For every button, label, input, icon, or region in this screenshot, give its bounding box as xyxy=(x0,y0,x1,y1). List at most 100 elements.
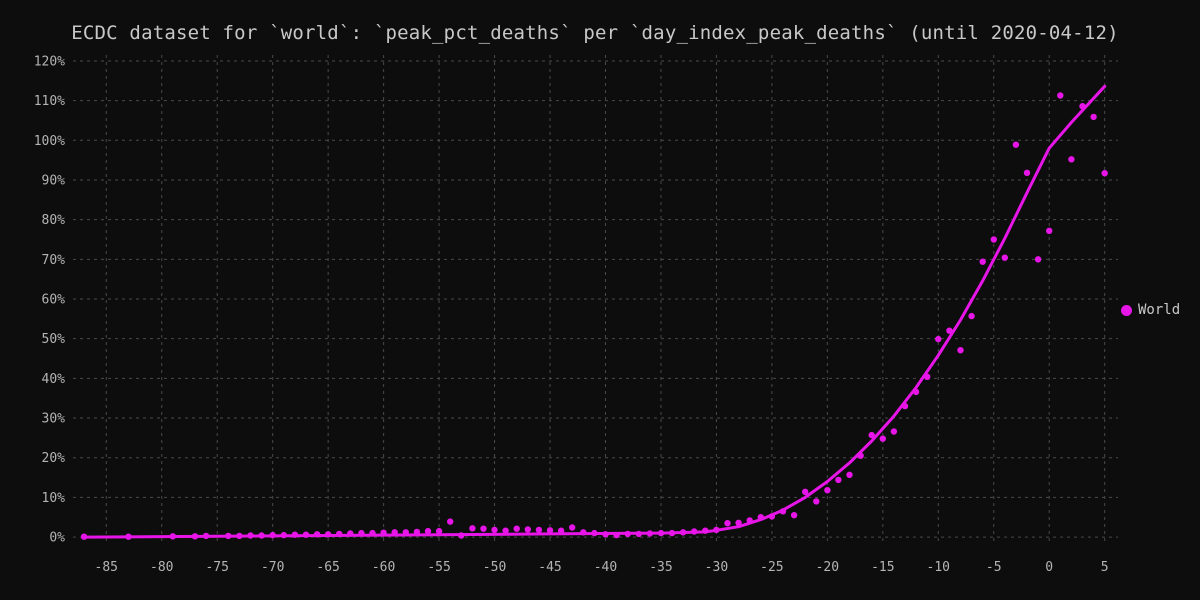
data-point xyxy=(424,527,432,535)
data-point xyxy=(813,498,820,505)
data-point xyxy=(125,533,132,540)
data-point xyxy=(724,520,731,527)
x-tick-label: -85 xyxy=(95,560,118,575)
x-tick-label: -60 xyxy=(372,560,395,575)
x-tick-label: -40 xyxy=(594,560,617,575)
x-tick-label: -50 xyxy=(483,560,506,575)
data-point xyxy=(1090,113,1097,121)
y-tick-label: 0% xyxy=(49,531,65,546)
x-tick-label: -15 xyxy=(871,560,894,575)
data-point xyxy=(225,532,232,540)
y-tick-label: 50% xyxy=(42,332,66,347)
data-point xyxy=(413,528,421,536)
data-point xyxy=(469,525,476,532)
data-point xyxy=(202,532,210,540)
x-tick-label: 5 xyxy=(1101,560,1109,575)
data-point xyxy=(302,531,310,538)
x-tick-label: -25 xyxy=(760,560,783,575)
data-point xyxy=(624,530,631,538)
data-point xyxy=(569,524,576,531)
data-point xyxy=(602,531,609,538)
data-point xyxy=(968,312,975,320)
data-point xyxy=(901,402,909,410)
data-point xyxy=(236,532,243,540)
data-point xyxy=(990,236,997,243)
data-point xyxy=(358,529,365,537)
data-point xyxy=(369,529,376,537)
data-point xyxy=(979,258,986,265)
y-tick-label: 120% xyxy=(34,54,65,69)
data-point xyxy=(1034,256,1042,263)
data-point xyxy=(879,435,886,442)
y-tick-label: 80% xyxy=(42,213,66,228)
data-point xyxy=(946,327,953,334)
data-point xyxy=(391,529,398,536)
y-tick-label: 10% xyxy=(42,491,66,506)
data-point xyxy=(846,471,853,478)
x-tick-label: -20 xyxy=(816,560,839,575)
data-point xyxy=(735,519,742,526)
plot-area xyxy=(80,84,1108,540)
data-point xyxy=(80,533,88,540)
legend-label-world: World xyxy=(1138,302,1181,318)
data-point xyxy=(524,526,531,533)
y-tick-label: 90% xyxy=(42,173,66,188)
data-point xyxy=(169,533,176,540)
x-tick-label: -5 xyxy=(986,560,1002,575)
data-point xyxy=(513,525,520,532)
data-point xyxy=(435,527,443,535)
y-tick-label: 60% xyxy=(42,293,66,308)
data-point xyxy=(191,533,199,540)
x-tick-label: 0 xyxy=(1045,560,1053,575)
data-point xyxy=(324,531,332,538)
data-point xyxy=(247,532,254,539)
data-point xyxy=(890,428,898,435)
data-point xyxy=(1001,254,1008,261)
data-point xyxy=(269,531,276,539)
legend: World xyxy=(1121,302,1180,318)
data-point xyxy=(835,476,842,484)
data-point xyxy=(1046,227,1053,234)
data-point xyxy=(790,512,798,519)
grid xyxy=(73,55,1118,545)
data-point xyxy=(1057,92,1064,99)
data-point xyxy=(635,530,642,538)
data-point xyxy=(924,373,931,380)
data-point xyxy=(402,529,409,536)
data-point xyxy=(613,531,620,539)
data-point xyxy=(1101,170,1108,177)
data-point xyxy=(557,527,565,534)
data-point xyxy=(1079,103,1086,110)
x-tick-label: -80 xyxy=(150,560,173,575)
data-point xyxy=(868,431,875,439)
data-point xyxy=(779,508,787,515)
data-point xyxy=(935,335,942,343)
data-point xyxy=(291,531,299,538)
data-point xyxy=(857,452,864,459)
x-tick-label: -70 xyxy=(261,560,284,575)
data-point xyxy=(713,526,720,534)
data-point xyxy=(380,529,387,536)
chart-title: ECDC dataset for `world`: `peak_pct_deat… xyxy=(71,22,1119,44)
data-point xyxy=(912,388,920,396)
data-point xyxy=(336,530,343,538)
data-point xyxy=(824,487,831,494)
y-tick-label: 40% xyxy=(42,372,66,387)
y-tick-label: 100% xyxy=(34,134,65,149)
data-point xyxy=(1023,169,1031,176)
data-point xyxy=(1068,156,1075,163)
x-tick-label: -55 xyxy=(427,560,450,575)
data-point xyxy=(347,530,354,537)
data-point xyxy=(580,529,587,536)
data-point xyxy=(258,532,265,539)
data-point xyxy=(668,529,676,537)
x-tick-label: -30 xyxy=(705,560,728,575)
data-point xyxy=(679,529,687,536)
data-point xyxy=(702,527,709,534)
data-point xyxy=(447,518,454,525)
legend-swatch-world xyxy=(1121,304,1132,316)
data-point xyxy=(458,532,465,539)
data-point xyxy=(691,528,698,535)
data-point xyxy=(768,513,776,520)
